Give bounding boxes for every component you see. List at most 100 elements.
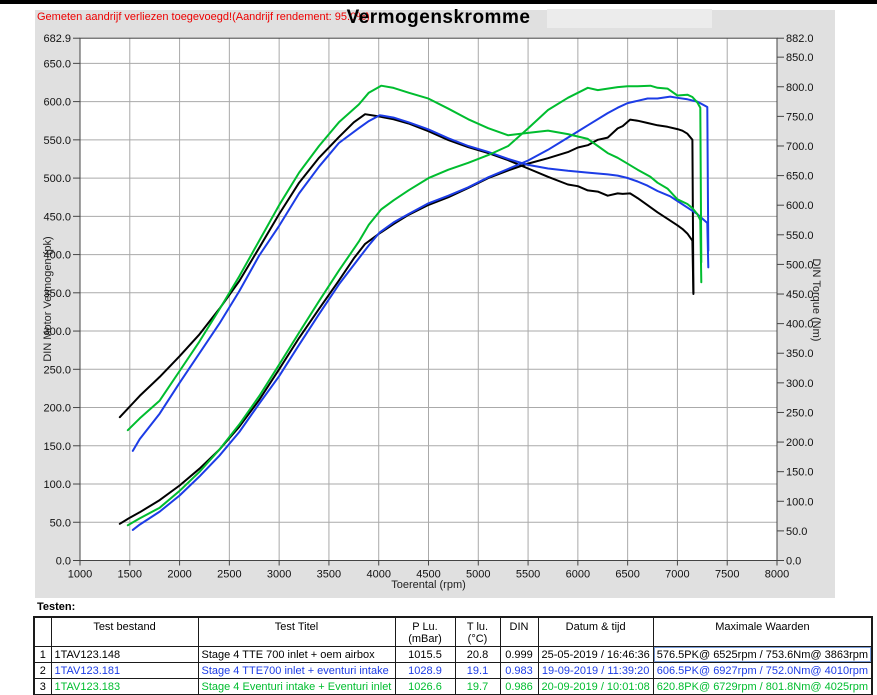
cell-test-titel[interactable]: Stage 4 TTE 700 inlet + oem airbox — [197, 646, 396, 663]
x-tick-label: 5500 — [516, 569, 540, 581]
column-header-Datum & tijd: Datum & tijd — [537, 616, 654, 647]
cell-maximale-waarden[interactable]: 620.8PK@ 6729rpm / 801.8Nm@ 4025rpm — [652, 678, 873, 695]
test-row[interactable]: 2 1TAV123.181 Stage 4 TTE700 inlet + event… — [33, 662, 873, 679]
column-header-P Lu.(mBar): P Lu.(mBar) — [394, 616, 456, 647]
chart-title: Vermogenskromme — [346, 7, 531, 28]
cell-din[interactable]: 0.999 — [499, 646, 539, 663]
row-number-cell[interactable]: 1 — [33, 646, 52, 663]
cell-datum-tijd[interactable]: 20-09-2019 / 10:01:08 — [537, 678, 654, 695]
left-tick-label: 682.9 — [43, 33, 71, 45]
column-header-T lu.(°C): T lu.(°C) — [454, 616, 501, 647]
left-tick-label: 250.0 — [43, 364, 71, 376]
left-tick-label: 100.0 — [43, 479, 71, 491]
cell-t-lu[interactable]: 20.8 — [454, 646, 501, 663]
left-tick-label: 400.0 — [43, 250, 71, 262]
test-row[interactable]: 3 1TAV123.183 Stage 4 Eventuri intake + Ev… — [33, 678, 873, 695]
x-tick-label: 5000 — [466, 569, 490, 581]
row-number-cell[interactable]: 2 — [33, 662, 52, 679]
x-tick-label: 6500 — [615, 569, 639, 581]
right-tick-label: 800.0 — [786, 82, 814, 94]
torque-curve — [118, 113, 695, 419]
cell-test-titel[interactable]: Stage 4 Eventuri intake + Eventuri inlet — [197, 678, 396, 695]
cell-din[interactable]: 0.983 — [499, 662, 539, 679]
power-curve — [126, 84, 703, 527]
right-tick-label: 650.0 — [786, 171, 814, 183]
x-tick-label: 4000 — [366, 569, 390, 581]
right-tick-label: 0.0 — [786, 556, 801, 568]
x-axis-title: Toerental (rpm) — [391, 579, 466, 591]
right-tick-label: 150.0 — [786, 467, 814, 479]
right-tick-label: 882.0 — [786, 33, 814, 45]
right-tick-label: 700.0 — [786, 141, 814, 153]
x-tick-label: 8000 — [765, 569, 789, 581]
x-tick-label: 1000 — [68, 569, 92, 581]
left-tick-label: 650.0 — [43, 58, 71, 70]
right-tick-label: 400.0 — [786, 319, 814, 331]
cell-test-bestand[interactable]: 1TAV123.148 — [50, 646, 199, 663]
right-tick-label: 850.0 — [786, 52, 814, 64]
torque-curve — [131, 114, 710, 452]
right-tick-label: 100.0 — [786, 496, 814, 508]
x-tick-label: 4500 — [416, 569, 440, 581]
left-tick-label: 50.0 — [50, 517, 71, 529]
test-row[interactable]: 1 1TAV123.148 Stage 4 TTE 700 inlet + oem … — [33, 646, 873, 663]
dyno-chart: 682.9 650.0 600.0 550.0 500.0 450.0 400.0 350.0… — [43, 33, 814, 581]
drivetrain-loss-note: Gemeten aandrijf verliezen toegevoegd!(A… — [37, 11, 370, 23]
right-tick-label: 50.0 — [786, 526, 807, 538]
left-tick-label: 300.0 — [43, 326, 71, 338]
right-tick-label: 500.0 — [786, 259, 814, 271]
cell-test-bestand[interactable]: 1TAV123.183 — [50, 678, 199, 695]
cell-p-lu[interactable]: 1015.5 — [394, 646, 456, 663]
x-tick-label: 7500 — [715, 569, 739, 581]
x-tick-label: 1500 — [118, 569, 142, 581]
left-tick-label: 350.0 — [43, 288, 71, 300]
x-tick-label: 3000 — [267, 569, 291, 581]
right-tick-label: 350.0 — [786, 348, 814, 360]
left-tick-label: 200.0 — [43, 403, 71, 415]
right-tick-label: 200.0 — [786, 437, 814, 449]
cell-maximale-waarden[interactable]: 606.5PK@ 6927rpm / 752.0Nm@ 4010rpm — [652, 662, 873, 679]
cell-datum-tijd[interactable]: 19-09-2019 / 11:39:20 — [537, 662, 654, 679]
column-header-Test Titel: Test Titel — [197, 616, 396, 647]
cell-test-titel[interactable]: Stage 4 TTE700 inlet + eventuri intake — [197, 662, 396, 679]
right-tick-label: 250.0 — [786, 407, 814, 419]
left-tick-label: 0.0 — [56, 556, 71, 568]
row-number-cell[interactable]: 3 — [33, 678, 52, 695]
right-tick-label: 750.0 — [786, 111, 814, 123]
table-caption: Testen: — [37, 601, 76, 613]
top-border-bar — [0, 0, 877, 4]
x-tick-label: 2500 — [217, 569, 241, 581]
plot-border — [79, 37, 778, 561]
right-tick-label: 300.0 — [786, 378, 814, 390]
left-tick-label: 450.0 — [43, 211, 71, 223]
column-header-row-number — [33, 616, 52, 647]
right-tick-label: 450.0 — [786, 289, 814, 301]
right-tick-label: 600.0 — [786, 200, 814, 212]
column-header-Test bestand: Test bestand — [50, 616, 199, 647]
left-tick-label: 550.0 — [43, 135, 71, 147]
x-tick-label: 6000 — [566, 569, 590, 581]
right-tick-label: 550.0 — [786, 230, 814, 242]
cell-maximale-waarden[interactable]: 576.5PK@ 6525rpm / 753.6Nm@ 3863rpm — [652, 646, 873, 663]
column-header-DIN: DIN — [499, 616, 539, 647]
cell-test-bestand[interactable]: 1TAV123.181 — [50, 662, 199, 679]
column-header-Maximale Waarden: Maximale Waarden — [652, 616, 873, 647]
left-tick-label: 600.0 — [43, 97, 71, 109]
x-tick-label: 3500 — [317, 569, 341, 581]
cell-t-lu[interactable]: 19.1 — [454, 662, 501, 679]
x-tick-label: 7000 — [665, 569, 689, 581]
torque-curve — [126, 84, 703, 432]
cell-p-lu[interactable]: 1026.6 — [394, 678, 456, 695]
x-tick-label: 2000 — [167, 569, 191, 581]
table-header-row: Test bestand Test Titel P Lu.(mBar) T lu.(°… — [33, 616, 873, 647]
legend-placeholder-box — [547, 9, 712, 28]
cell-p-lu[interactable]: 1028.9 — [394, 662, 456, 679]
left-tick-label: 150.0 — [43, 441, 71, 453]
cell-t-lu[interactable]: 19.7 — [454, 678, 501, 695]
power-curve — [131, 95, 710, 531]
cell-datum-tijd[interactable]: 25-05-2019 / 16:46:36 — [537, 646, 654, 663]
cell-din[interactable]: 0.986 — [499, 678, 539, 695]
left-tick-label: 500.0 — [43, 173, 71, 185]
tests-table: Test bestand Test Titel P Lu.(mBar) T lu.(°… — [33, 616, 874, 695]
